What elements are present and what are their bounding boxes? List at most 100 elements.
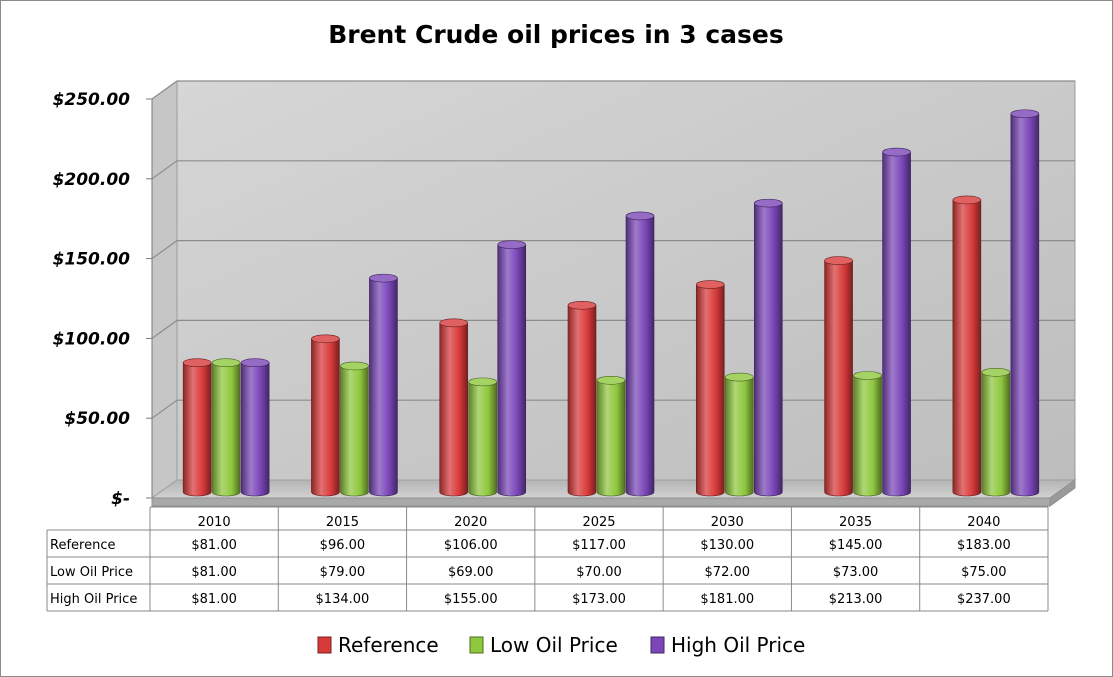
bar-top <box>952 195 982 205</box>
bar-body <box>468 381 498 497</box>
bar-top <box>625 211 655 221</box>
bar-top <box>724 372 754 382</box>
bar <box>211 358 241 497</box>
legend-item: Reference <box>317 633 439 657</box>
table-cell: $79.00 <box>320 565 366 580</box>
side-wall <box>151 80 178 499</box>
x-category-label: 2015 <box>326 515 359 530</box>
bar-top <box>497 240 527 249</box>
bar <box>439 318 469 497</box>
legend-swatch <box>650 636 665 654</box>
table-cell: $145.00 <box>829 538 883 553</box>
bar-body <box>211 362 241 497</box>
gridline-side <box>151 80 178 100</box>
bar-top <box>369 273 398 283</box>
table-row-label: High Oil Price <box>50 592 137 607</box>
table-cell: $155.00 <box>444 592 498 607</box>
table-cell: $173.00 <box>572 592 626 607</box>
bar <box>240 358 270 497</box>
bar-body <box>981 372 1011 497</box>
table-row-label: Low Oil Price <box>50 565 133 580</box>
bar-body <box>853 375 882 497</box>
legend-item: Low Oil Price <box>469 633 618 657</box>
legend-label: Low Oil Price <box>490 633 618 657</box>
table-cell: $72.00 <box>705 565 751 580</box>
legend-swatch <box>469 636 484 654</box>
data-table: 2010 2015 2020 2025 2030 2035 2040 Reference $81… <box>46 506 1049 612</box>
bar-top <box>240 358 270 368</box>
floor-edge-front <box>151 497 1051 507</box>
bar-body <box>497 244 527 497</box>
table-cell: $69.00 <box>448 565 494 580</box>
bar <box>724 372 754 497</box>
bar-body <box>625 215 655 497</box>
bar <box>182 358 212 497</box>
bar-top <box>340 361 369 371</box>
legend: Reference Low Oil Price High Oil Price <box>317 633 805 657</box>
floor-edge-side <box>1049 479 1076 507</box>
x-category-label: 2035 <box>839 515 872 530</box>
bar <box>824 256 853 497</box>
bar-body <box>952 199 982 497</box>
bar <box>625 211 655 497</box>
table-cell: $75.00 <box>961 565 1007 580</box>
bar <box>695 280 725 497</box>
x-category-label: 2030 <box>711 515 744 530</box>
bar-body <box>882 151 911 497</box>
table-cell: $213.00 <box>829 592 883 607</box>
legend-swatch <box>317 636 332 654</box>
bar-body <box>695 284 725 497</box>
y-tick-label: $50.00 <box>64 409 130 429</box>
bar <box>1010 109 1040 497</box>
bar-body <box>1010 113 1040 497</box>
bar <box>952 195 982 497</box>
table-cell: $81.00 <box>191 565 237 580</box>
bar <box>567 300 597 497</box>
bar-top <box>1010 109 1040 119</box>
bar <box>753 198 783 497</box>
bar-body <box>724 376 754 497</box>
bar-top <box>596 375 626 385</box>
bar-top <box>853 371 882 380</box>
bar-top <box>211 358 241 368</box>
bar <box>596 375 626 497</box>
bar-body <box>753 202 783 497</box>
bar-top <box>468 377 498 387</box>
chart-title: Brent Crude oil prices in 3 cases <box>328 20 784 49</box>
x-category-label: 2040 <box>967 515 1000 530</box>
table-cell: $73.00 <box>833 565 879 580</box>
bar-body <box>567 304 597 497</box>
bar-top <box>824 256 853 265</box>
bar <box>340 361 369 497</box>
y-tick-label: $250.00 <box>53 90 131 110</box>
bar-top <box>182 358 212 368</box>
bar-top <box>981 367 1011 377</box>
bar-body <box>369 277 398 497</box>
table-cell: $81.00 <box>191 592 237 607</box>
gridline-side <box>151 319 178 339</box>
bar-top <box>311 334 340 344</box>
bar <box>311 334 340 497</box>
table-cell: $117.00 <box>572 538 626 553</box>
bar <box>497 240 527 497</box>
legend-label: High Oil Price <box>671 633 805 657</box>
bar-top <box>567 300 597 310</box>
gridline-side <box>151 399 178 419</box>
bar-top <box>753 198 783 208</box>
legend-item: High Oil Price <box>650 633 805 657</box>
bar-body <box>311 338 340 497</box>
table-cell: $181.00 <box>700 592 754 607</box>
bar-top <box>882 147 911 157</box>
bar-body <box>824 260 853 497</box>
table-cell: $106.00 <box>444 538 498 553</box>
bar <box>369 273 398 497</box>
gridline-side <box>151 160 178 180</box>
bar <box>853 371 882 497</box>
table-cell: $96.00 <box>320 538 366 553</box>
bar-body <box>439 322 469 497</box>
x-category-label: 2010 <box>198 515 231 530</box>
y-tick-label: $200.00 <box>53 170 131 190</box>
bar-top <box>695 280 725 289</box>
bar-body <box>596 379 626 497</box>
